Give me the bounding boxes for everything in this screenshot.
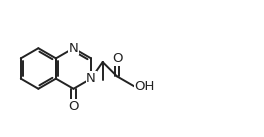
Text: OH: OH [135,80,155,93]
Text: O: O [112,52,122,65]
Text: N: N [86,72,96,85]
Text: N: N [69,42,78,55]
Text: O: O [68,100,79,113]
